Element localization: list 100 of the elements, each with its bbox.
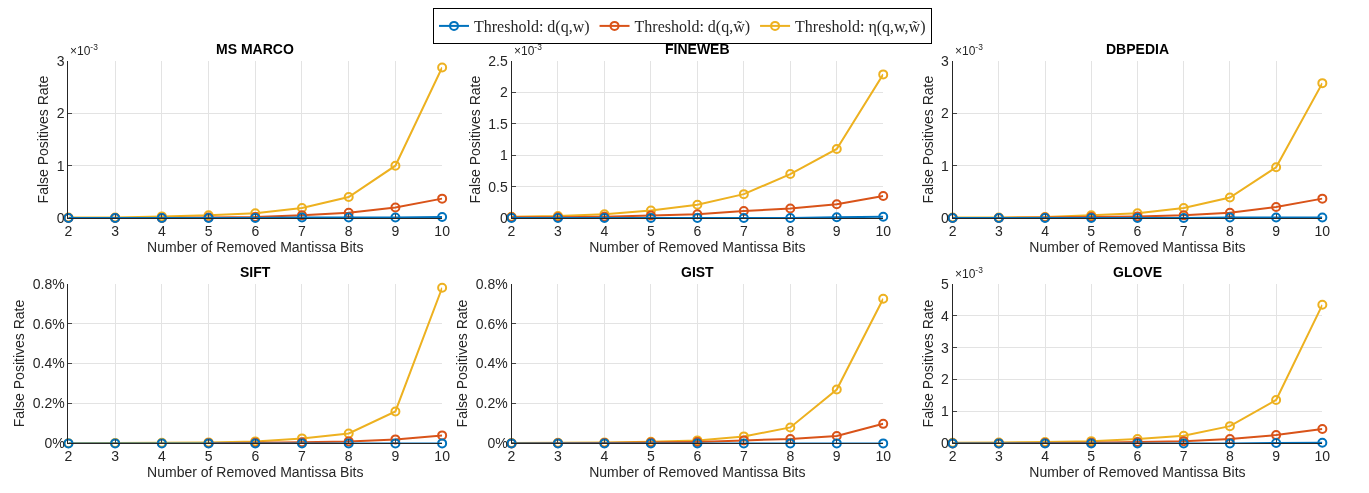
y-tick-label: 0: [941, 209, 950, 226]
y-tick-label: 0: [941, 435, 950, 452]
chart-title: MS MARCO: [216, 41, 294, 57]
x-tick-label: 4: [157, 448, 166, 465]
x-tick-label: 5: [1087, 222, 1096, 239]
legend-label: Threshold: d(q,w): [474, 18, 590, 37]
x-tick-label: 4: [157, 222, 166, 239]
x-tick-label: 7: [739, 448, 748, 465]
x-tick-label: 10: [875, 222, 892, 239]
x-tick-label: 6: [251, 448, 260, 465]
x-tick-label: 8: [1226, 222, 1235, 239]
x-axis-title: Number of Removed Mantissa Bits: [147, 464, 364, 481]
y-tick-label: 2: [941, 371, 950, 388]
y-axis-title: False Positives Rate: [919, 75, 936, 204]
x-tick-label: 9: [832, 448, 841, 465]
x-axis-title: Number of Removed Mantissa Bits: [1029, 238, 1246, 255]
y-tick-label: 0: [56, 209, 65, 226]
y-tick-label: 1: [56, 157, 65, 174]
x-tick-label: 3: [994, 448, 1003, 465]
chart-title: GLOVE: [1113, 264, 1163, 280]
legend-label: Threshold: d(q,w̃): [634, 18, 751, 37]
chart-title: FINEWEB: [665, 41, 730, 57]
text: ×10$^{-3}$: [514, 42, 543, 59]
chart-title: SIFT: [240, 264, 271, 280]
x-tick-label: 7: [1179, 222, 1188, 239]
y-axis-title: False Positives Rate: [454, 299, 471, 428]
text: ×10$^{-3}$: [955, 265, 984, 282]
x-tick-label: 10: [1314, 222, 1331, 239]
y-tick-label: 2.5: [488, 53, 508, 70]
x-tick-label: 6: [693, 448, 702, 465]
x-tick-label: 4: [1041, 448, 1050, 465]
x-tick-label: 6: [693, 222, 702, 239]
y-tick-label: 1.5: [488, 115, 508, 132]
y-axis-title: False Positives Rate: [466, 75, 483, 204]
x-tick-label: 6: [1133, 222, 1142, 239]
text: ×10$^{-3}$: [70, 42, 99, 59]
x-tick-label: 9: [1272, 448, 1281, 465]
x-tick-label: 5: [1087, 448, 1096, 465]
x-tick-label: 7: [298, 222, 307, 239]
x-tick-label: 3: [554, 222, 563, 239]
x-tick-label: 9: [832, 222, 841, 239]
x-tick-label: 4: [1041, 222, 1050, 239]
x-tick-label: 10: [1314, 448, 1331, 465]
x-tick-label: 9: [391, 222, 400, 239]
y-tick-label: 0.2%: [32, 395, 65, 412]
x-tick-label: 9: [391, 448, 400, 465]
x-tick-label: 9: [1272, 222, 1281, 239]
x-tick-label: 6: [1133, 448, 1142, 465]
y-tick-label: 1: [941, 403, 950, 420]
y-tick-label: 2: [56, 105, 65, 122]
x-axis-title: Number of Removed Mantissa Bits: [589, 464, 806, 481]
x-tick-label: 8: [786, 448, 795, 465]
y-axis-title: False Positives Rate: [919, 299, 936, 428]
y-tick-label: 0%: [44, 435, 65, 452]
x-tick-label: 7: [739, 222, 748, 239]
x-tick-label: 7: [1179, 448, 1188, 465]
x-tick-label: 3: [994, 222, 1003, 239]
x-tick-label: 7: [298, 448, 307, 465]
y-tick-label: 0.4%: [32, 355, 65, 372]
chart-title: DBPEDIA: [1106, 41, 1170, 57]
x-tick-label: 8: [344, 222, 353, 239]
y-tick-label: 0.2%: [475, 395, 508, 412]
y-tick-label: 4: [941, 307, 950, 324]
y-tick-label: 3: [941, 339, 950, 356]
y-tick-label: 2: [499, 84, 508, 101]
y-tick-label: 2: [941, 105, 950, 122]
x-tick-label: 3: [111, 448, 120, 465]
x-axis-title: Number of Removed Mantissa Bits: [147, 238, 364, 255]
y-tick-label: 0: [499, 209, 508, 226]
y-tick-label: 3: [941, 53, 950, 70]
x-tick-label: 4: [600, 222, 609, 239]
y-tick-label: 3: [56, 53, 65, 70]
x-tick-label: 8: [344, 448, 353, 465]
x-tick-label: 5: [647, 222, 655, 239]
x-tick-label: 5: [204, 222, 213, 239]
y-tick-label: 0.4%: [475, 355, 508, 372]
y-tick-label: 0.6%: [475, 315, 508, 332]
legend-label: Threshold: η(q,w,w̃): [795, 18, 926, 37]
y-axis-title: False Positives Rate: [35, 75, 52, 204]
y-tick-label: 0.8%: [475, 275, 508, 292]
y-tick-label: 0.8%: [32, 275, 65, 292]
x-tick-label: 5: [204, 448, 213, 465]
y-tick-label: 1: [941, 157, 950, 174]
x-tick-label: 8: [1226, 448, 1235, 465]
y-tick-label: 0%: [487, 435, 508, 452]
x-tick-label: 6: [251, 222, 260, 239]
y-tick-label: 0.6%: [32, 315, 65, 332]
x-tick-label: 8: [786, 222, 795, 239]
x-tick-label: 10: [434, 448, 451, 465]
x-tick-label: 10: [875, 448, 892, 465]
y-tick-label: 0.5: [488, 178, 508, 195]
chart-title: GIST: [681, 264, 715, 280]
x-tick-label: 5: [647, 448, 655, 465]
y-tick-label: 5: [941, 275, 950, 292]
y-tick-label: 1: [499, 147, 508, 164]
x-tick-label: 4: [600, 448, 609, 465]
text: ×10$^{-3}$: [955, 42, 984, 59]
x-axis-title: Number of Removed Mantissa Bits: [589, 238, 806, 255]
x-tick-label: 3: [554, 448, 563, 465]
y-axis-title: False Positives Rate: [11, 299, 28, 428]
